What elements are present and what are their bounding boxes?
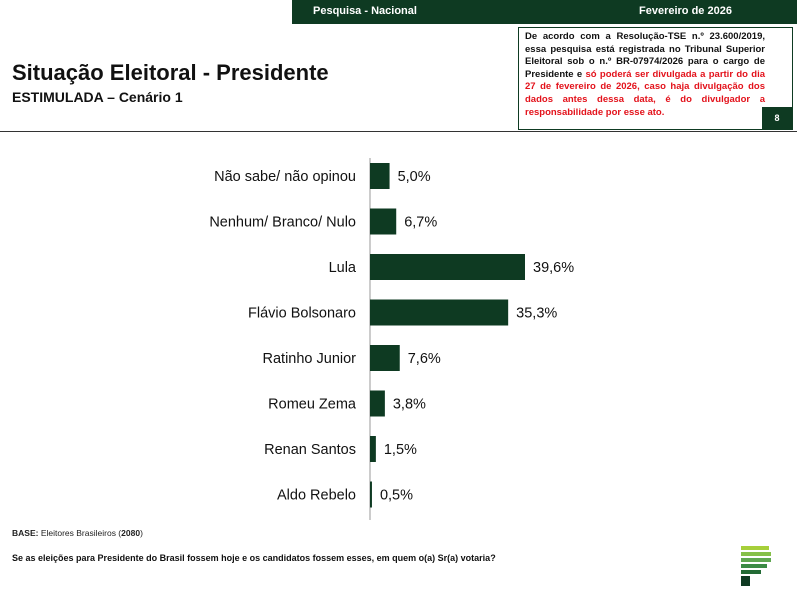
value-label: 6,7% [404,215,437,231]
legal-notice-text: De acordo com a Resolução-TSE n.º 23.600… [525,31,765,119]
value-label: 0,5% [380,488,413,504]
value-label: 5,0% [398,169,431,185]
bar [370,254,525,280]
base-close: ) [140,528,143,538]
value-label: 39,6% [533,260,574,276]
brand-logo-icon [741,546,771,586]
legal-notice-warning: só poderá ser divulgada a partir do dia … [525,68,765,118]
category-label: Não sabe/ não opinou [214,169,356,185]
bar [370,345,400,371]
bar [370,208,397,235]
survey-scope-label: Pesquisa - Nacional [313,5,417,17]
category-label: Nenhum/ Branco/ Nulo [209,215,356,231]
base-label: BASE: [12,528,39,538]
page-subtitle: ESTIMULADA – Cenário 1 [12,89,183,105]
base-text: Eleitores Brasileiros ( [40,528,122,538]
page-number: 8 [762,107,792,129]
bar [370,163,390,189]
category-label: Aldo Rebelo [277,488,356,504]
survey-question: Se as eleições para Presidente do Brasil… [12,553,496,563]
category-label: Renan Santos [264,442,356,458]
bar [370,481,372,508]
bar [370,436,376,462]
survey-date-label: Fevereiro de 2026 [639,5,732,17]
base-note: BASE: Eleitores Brasileiros (2080) [12,528,143,538]
page-title: Situação Eleitoral - Presidente [12,60,329,85]
value-label: 1,5% [384,442,417,458]
base-count: 2080 [121,528,141,538]
header-divider [0,131,797,132]
category-label: Ratinho Junior [263,351,357,367]
legal-notice-part1: De acordo com a Resolução-TSE n.º 23.600… [525,31,765,80]
category-label: Romeu Zema [268,397,357,413]
header-bar: Pesquisa - Nacional Fevereiro de 2026 [292,0,797,24]
vote-intention-bar-chart: Não sabe/ não opinou 5,0% Nenhum/ Branco/ … [209,158,574,520]
value-label: 7,6% [408,351,441,367]
category-label: Lula [329,260,357,276]
value-label: 3,8% [393,397,426,413]
bar [370,390,385,417]
bar [370,299,509,326]
category-label: Flávio Bolsonaro [248,306,356,322]
legal-notice-box: De acordo com a Resolução-TSE n.º 23.600… [518,27,793,130]
value-label: 35,3% [516,306,557,322]
